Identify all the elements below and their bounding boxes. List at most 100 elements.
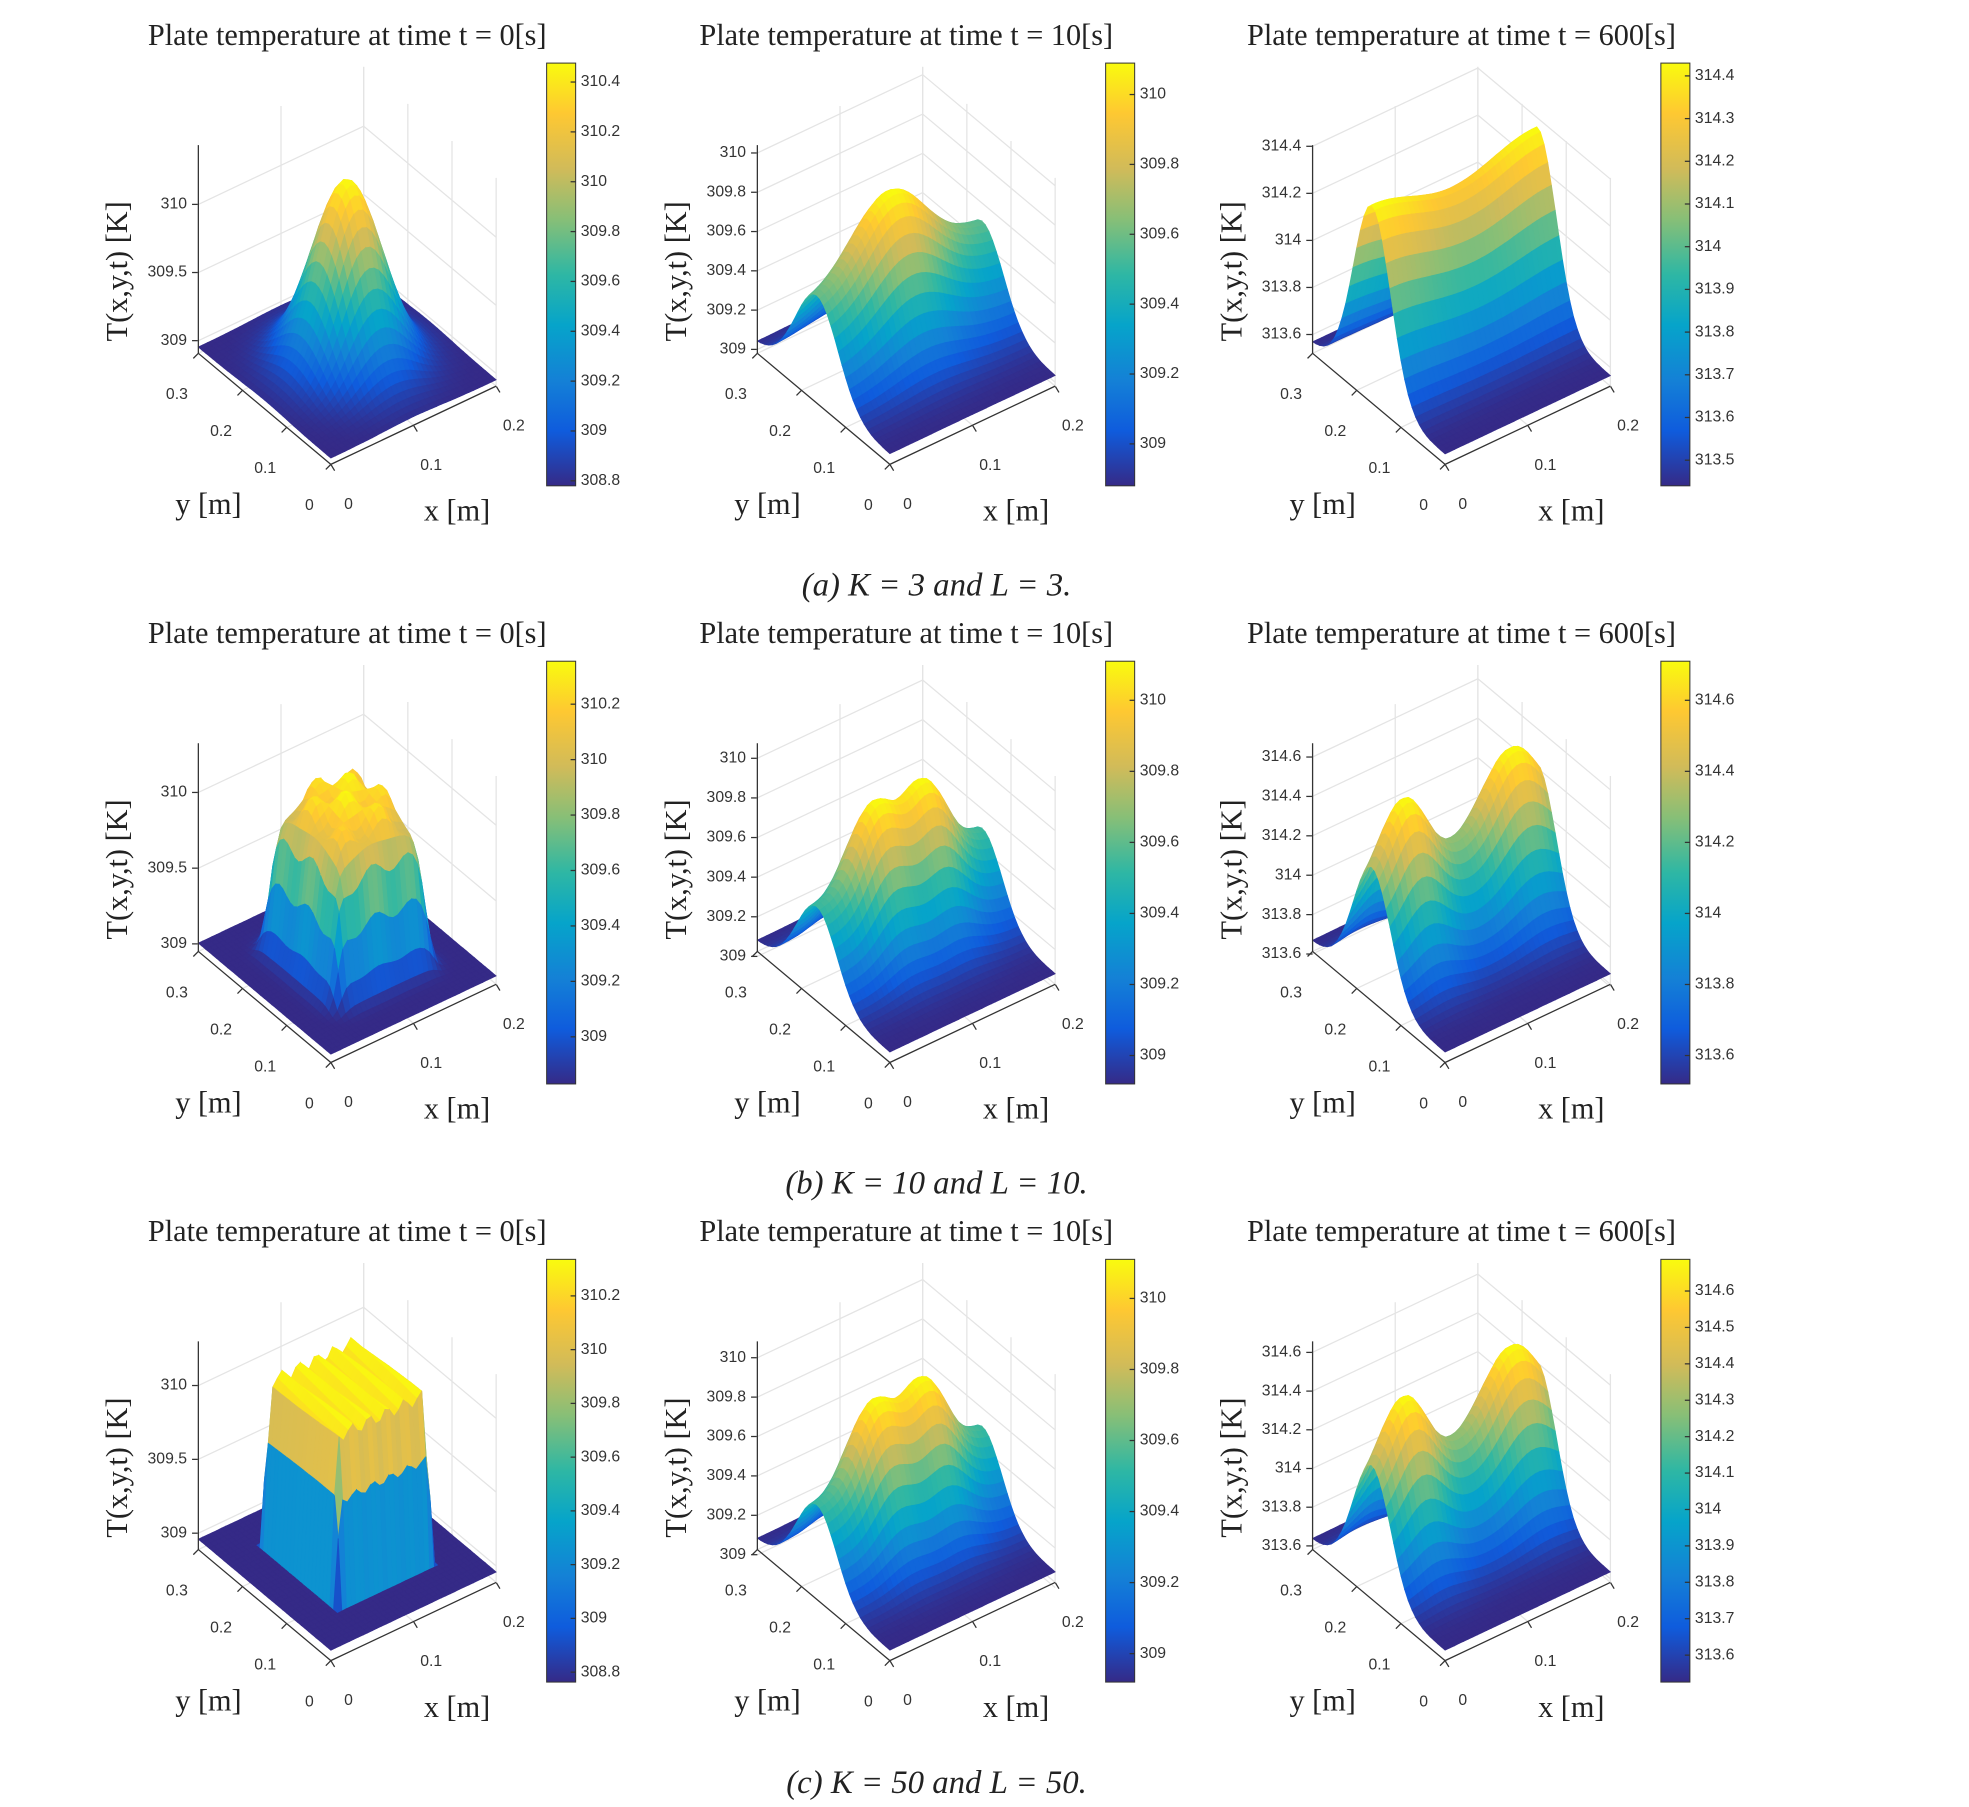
- plot-title: Plate temperature at time t = 0[s]: [148, 616, 547, 650]
- x-tick-label: 0: [344, 1094, 353, 1111]
- x-tick: [412, 424, 418, 432]
- y-tick-label: 0.1: [254, 460, 276, 477]
- y-tick-label: 0.2: [210, 1021, 232, 1038]
- z-tick-label: 314.2: [1262, 185, 1301, 202]
- colorbar-tick-label: 313.6: [1695, 409, 1735, 426]
- y-tick: [751, 352, 758, 359]
- y-tick: [281, 1025, 288, 1031]
- colorbar-tick-label: 314.1: [1695, 195, 1734, 212]
- z-tick-label: 313.6: [1262, 326, 1302, 343]
- colorbar-tick-label: 310: [581, 173, 608, 190]
- colorbar-tick-label: 314.2: [1695, 152, 1734, 169]
- caption: (c) K = 50 and L = 50.: [786, 1765, 1087, 1801]
- y-tick-label: 0.3: [166, 984, 188, 1001]
- surface-plot: Plate temperature at time t = 0[s]309309…: [100, 616, 620, 1126]
- colorbar-tick-label: 309: [1140, 435, 1167, 452]
- plot-title: Plate temperature at time t = 600[s]: [1247, 18, 1676, 52]
- y-tick: [237, 389, 243, 396]
- y-tick: [325, 1062, 332, 1068]
- y-axis: [197, 352, 332, 465]
- x-tick-label: 0: [344, 496, 353, 513]
- x-tick: [330, 1062, 336, 1070]
- x-tick-label: 0.2: [1062, 418, 1084, 435]
- colorbar-tick-label: 314.3: [1695, 110, 1735, 127]
- x-tick-label: 0.1: [420, 1055, 442, 1072]
- colorbar-tick-label: 313.5: [1695, 451, 1735, 468]
- x-tick: [1527, 424, 1533, 432]
- z-tick-label: 309.8: [707, 183, 747, 200]
- y-tick: [1307, 352, 1314, 359]
- x-tick: [1609, 385, 1615, 393]
- colorbar-tick-label: 309: [581, 422, 608, 439]
- colorbar-tick-label: 309.4: [581, 322, 621, 339]
- y-axis-label: y [m]: [175, 487, 241, 521]
- x-tick: [1054, 385, 1060, 393]
- y-tick: [192, 951, 199, 957]
- surface: [197, 179, 497, 459]
- y-tick: [1439, 463, 1446, 470]
- z-axis-label: T(x,y,t) [K]: [100, 201, 134, 341]
- colorbar: [546, 62, 577, 487]
- x-tick: [889, 464, 895, 472]
- z-axis-label: T(x,y,t) [K]: [659, 201, 693, 341]
- x-tick-label: 0.2: [503, 418, 525, 435]
- surface-plot: Plate temperature at time t = 0[s] 309 309…: [100, 18, 620, 528]
- colorbar-tick-label: 310: [1140, 86, 1167, 103]
- z-tick-label: 313.8: [1262, 279, 1302, 296]
- x-axis-label: x [m]: [983, 494, 1049, 528]
- y-tick-label: 0.2: [769, 423, 791, 440]
- colorbar-tick-label: 308.8: [581, 472, 621, 489]
- colorbar-tick-label: 310.2: [581, 123, 620, 140]
- x-tick: [495, 385, 501, 393]
- x-tick-label: 0.2: [1617, 418, 1639, 435]
- y-tick: [884, 463, 891, 470]
- y-tick: [237, 988, 243, 994]
- y-tick-label: 0: [864, 497, 873, 514]
- x-tick-label: 0.1: [979, 457, 1001, 474]
- y-tick: [192, 352, 199, 359]
- y-tick: [281, 426, 288, 433]
- surface: [756, 188, 1056, 455]
- z-tick-label: 309.4: [707, 262, 747, 279]
- y-tick: [1351, 389, 1358, 396]
- x-axis: [330, 385, 497, 465]
- z-tick-label: 310: [720, 144, 747, 161]
- surface-plot: Plate temperature at time t = 600[s] 313.…: [1214, 18, 1734, 528]
- x-tick: [495, 983, 501, 991]
- x-axis-label: x [m]: [1538, 494, 1604, 528]
- z-tick-label: 309.6: [707, 223, 747, 240]
- plot-title: Plate temperature at time t = 0[s]: [148, 18, 547, 52]
- colorbar: [1105, 62, 1136, 487]
- y-tick: [1395, 426, 1402, 433]
- z-axis-label: T(x,y,t) [K]: [1214, 201, 1248, 341]
- colorbar-tick-label: 309.2: [581, 372, 620, 389]
- caption: (b) K = 10 and L = 10.: [785, 1166, 1087, 1202]
- colorbar-tick-label: 313.7: [1695, 366, 1734, 383]
- y-tick-label: 0.1: [813, 460, 835, 477]
- colorbar-tick-label: 309.6: [1140, 225, 1180, 242]
- y-tick-label: 0.1: [254, 1058, 276, 1075]
- z-tick-label: 309.5: [148, 859, 188, 876]
- y-tick-label: 0.3: [166, 386, 188, 403]
- y-tick-label: 0: [1419, 497, 1428, 514]
- y-tick-label: 0.2: [1324, 423, 1346, 440]
- z-tick-label: 309: [720, 341, 747, 358]
- y-tick: [325, 463, 332, 470]
- x-tick-label: 0: [903, 496, 912, 513]
- x-tick-label: 0.1: [1534, 457, 1556, 474]
- y-tick-label: 0.1: [1369, 460, 1391, 477]
- colorbar-tick-label: 313.9: [1695, 281, 1735, 298]
- z-tick-label: 309.2: [707, 301, 746, 318]
- colorbar-tick-label: 310.4: [581, 73, 621, 90]
- colorbar-tick-label: 309.4: [1140, 295, 1180, 312]
- x-tick: [1444, 464, 1450, 472]
- x-tick: [330, 464, 336, 472]
- y-tick-label: 0.3: [725, 386, 747, 403]
- z-tick-label: 314.4: [1262, 137, 1302, 154]
- y-axis-label: y [m]: [1289, 487, 1355, 521]
- colorbar-tick-label: 313.8: [1695, 323, 1735, 340]
- colorbar: [1660, 62, 1691, 487]
- caption: (a) K = 3 and L = 3.: [802, 568, 1072, 604]
